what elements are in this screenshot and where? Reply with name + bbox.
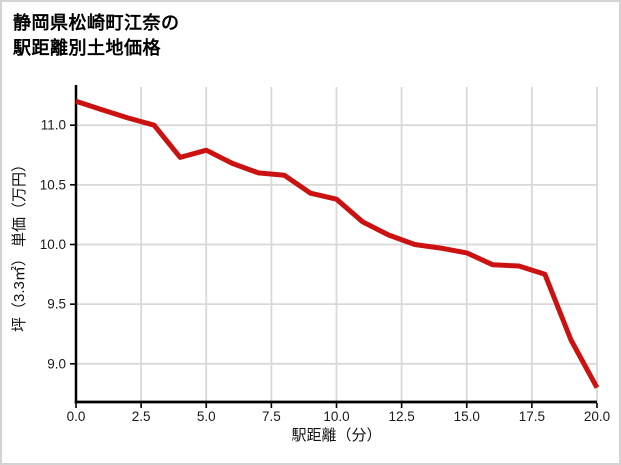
- y-axis-tick-label: 9.5: [47, 297, 66, 312]
- y-axis-tick-label: 11.0: [41, 118, 66, 133]
- x-axis-tick-label: 12.5: [388, 409, 414, 424]
- x-axis-label: 駅距離（分）: [291, 426, 381, 444]
- x-axis-tick-label: 0.0: [67, 409, 86, 424]
- price-line: [75, 98, 600, 389]
- x-axis-tick-label: 17.5: [519, 409, 545, 424]
- x-axis-tick-label: 2.5: [132, 409, 151, 424]
- x-axis-tick-label: 10.0: [323, 409, 349, 424]
- x-axis-tick-label: 5.0: [197, 409, 216, 424]
- y-axis-tick-label: 9.0: [47, 356, 66, 371]
- chart-title: 静岡県松崎町江奈の 駅距離別土地価格: [13, 11, 180, 61]
- y-axis-label: 坪（3.3㎡） 単価（万円）: [11, 157, 28, 332]
- chart-title-line-2: 駅距離別土地価格: [13, 38, 161, 58]
- x-axis-tick-label: 7.5: [262, 409, 281, 424]
- x-axis-tick-label: 15.0: [454, 409, 480, 424]
- y-axis-tick-label: 10.0: [40, 237, 66, 252]
- chart-title-line-1: 静岡県松崎町江奈の: [13, 13, 180, 33]
- x-axis-tick-label: 20.0: [584, 409, 610, 424]
- y-axis-tick-label: 10.5: [40, 177, 66, 192]
